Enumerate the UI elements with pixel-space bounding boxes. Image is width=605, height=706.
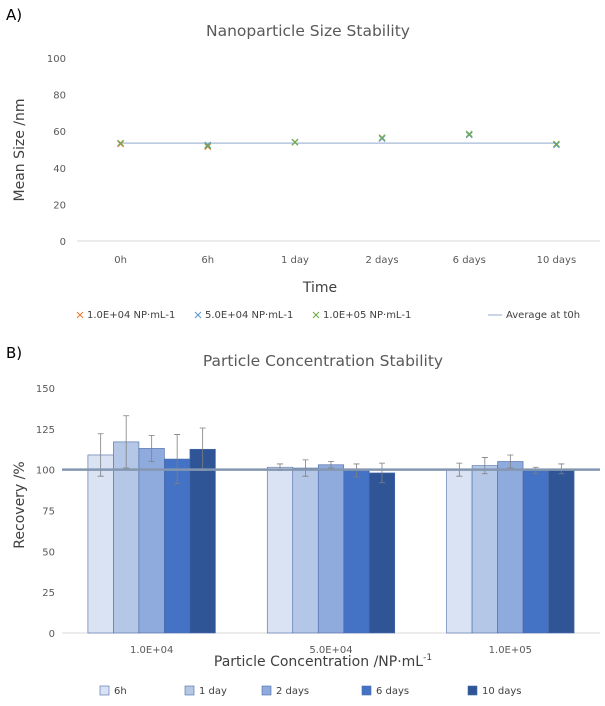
panel-a-y-tick-label: 100 xyxy=(47,54,66,65)
panel-b-plot: 0 25 50 75 100 125 150 1.0E+04 5.0E+04 1.0E+05 xyxy=(36,384,600,656)
panel-b-x-tick-label: 1.0E+04 xyxy=(130,645,173,656)
panel-b-y-tick-label: 0 xyxy=(49,629,55,640)
panel-b-error-bar xyxy=(379,462,385,484)
panel-b-legend-label: 6h xyxy=(114,686,127,697)
panel-a-y-axis-title: Mean Size /nm xyxy=(12,98,28,201)
panel-b-bar-series-3 xyxy=(317,464,345,634)
panel-b-label: B) xyxy=(6,344,22,362)
panel-b-error-bar xyxy=(481,457,488,475)
panel-a-point-series-2 xyxy=(204,141,212,149)
panel-b-legend-label: 2 days xyxy=(276,686,309,697)
panel-b-legend-label: 1 day xyxy=(199,686,227,697)
panel-b-error-bar xyxy=(174,434,181,484)
panel-b-y-tick-label: 100 xyxy=(36,466,55,477)
panel-a-legend-label: 1.0E+04 NP·mL-1 xyxy=(87,310,175,321)
panel-a-x-axis-title: Time xyxy=(302,280,337,296)
panel-b-legend: 6h 1 day 2 days 6 days 10 days xyxy=(99,685,522,697)
panel-b-bar-series-3 xyxy=(138,448,165,634)
panel-a-legend-marker xyxy=(76,311,84,319)
panel-b-y-tick-label: 50 xyxy=(42,547,55,558)
panel-b-error-bar xyxy=(123,415,130,469)
panel-b-x-axis-title: Particle Concentration /NP·mL-1 xyxy=(214,653,432,670)
panel-a-y-tick-label: 0 xyxy=(60,237,66,248)
panel-b-error-bar xyxy=(507,454,514,469)
panel-a-legend-marker xyxy=(194,311,202,319)
panel-b-bar-series-4 xyxy=(164,458,191,634)
panel-b-bar-series-4 xyxy=(522,470,549,634)
panel-b-error-bar xyxy=(148,434,155,462)
panel-b-bar-series-2 xyxy=(113,441,140,634)
panel-b-y-tick-label: 75 xyxy=(42,507,55,518)
panel-b-error-bar xyxy=(302,459,309,477)
panel-b-bar-series-4 xyxy=(343,470,370,634)
panel-b-title: Particle Concentration Stability xyxy=(203,352,443,370)
panel-b-x-tick-label: 5.0E+04 xyxy=(309,645,352,656)
panel-a-title: Nanoparticle Size Stability xyxy=(206,22,410,40)
panel-a-point-series-2 xyxy=(378,135,386,142)
panel-b-bar-series-1 xyxy=(446,469,473,634)
panel-b-legend-label: 10 days xyxy=(482,686,522,697)
panel-a-point-series-3 xyxy=(553,140,560,148)
panel-b-bar-series-1 xyxy=(266,466,294,634)
panel-b-y-axis-title: Recovery /% xyxy=(12,461,28,548)
panel-a-legend-marker xyxy=(312,311,320,319)
panel-a-x-tick-label: 2 days xyxy=(366,255,399,266)
panel-a-x-tick-label: 10 days xyxy=(537,255,577,266)
panel-a-point-series-3 xyxy=(117,139,124,147)
panel-a-y-tick-label: 20 xyxy=(53,200,66,211)
panel-a-point-series-3 xyxy=(291,138,299,146)
panel-a-point-series-2 xyxy=(553,141,560,149)
panel-a-legend: 1.0E+04 NP·mL-1 5.0E+04 NP·mL-1 1.0E+05 NP… xyxy=(76,310,580,321)
panel-a-plot: 0 20 40 60 80 100 0h 6h 1 day 2 days 6 days 10 days xyxy=(47,54,600,266)
panel-b-bar-series-5 xyxy=(548,468,575,634)
panel-b-legend-swatch xyxy=(99,685,110,696)
panel-b-legend-swatch xyxy=(184,685,195,696)
panel-b-y-tick-label: 125 xyxy=(36,425,55,436)
panel-b-legend-swatch xyxy=(467,685,478,696)
panel-b-bar-series-2 xyxy=(471,465,498,634)
panel-b-x-axis-title-text: Particle Concentration /NP·mL xyxy=(214,654,423,670)
panel-b-legend-label: 6 days xyxy=(376,686,409,697)
panel-b-bar-series-2 xyxy=(292,467,319,634)
panel-b-error-bar xyxy=(328,461,334,469)
panel-a-y-tick-label: 40 xyxy=(53,164,66,175)
panel-a-point-series-1 xyxy=(117,140,124,148)
panel-a-x-tick-label: 6 days xyxy=(453,255,486,266)
panel-a-legend-label: Average at t0h xyxy=(506,310,580,321)
panel-b-bar-series-5 xyxy=(368,472,396,634)
panel-a-point-series-2 xyxy=(465,131,473,139)
panel-b-y-tick-label: 25 xyxy=(42,588,55,599)
panel-b-bar-series-3 xyxy=(497,461,524,634)
panel-a-y-tick-label: 60 xyxy=(53,127,66,138)
panel-a-point-series-3 xyxy=(204,142,212,150)
panel-a-x-tick-label: 6h xyxy=(201,255,214,266)
panel-a-legend-label: 1.0E+05 NP·mL-1 xyxy=(323,310,411,321)
panel-b-x-tick-label: 1.0E+05 xyxy=(489,645,532,656)
panel-b-legend-swatch xyxy=(361,685,372,696)
panel-a-point-series-3 xyxy=(465,130,473,138)
panel-b-y-tick-label: 150 xyxy=(36,384,55,395)
panel-a-point-series-1 xyxy=(204,143,212,151)
panel-a-x-tick-label: 1 day xyxy=(281,255,309,266)
panel-b-x-axis-title-superscript: -1 xyxy=(423,653,432,663)
panel-a-label: A) xyxy=(6,6,22,24)
panel-b-legend-swatch xyxy=(261,685,272,696)
panel-a-y-tick-label: 80 xyxy=(53,91,66,102)
panel-a-legend-label: 5.0E+04 NP·mL-1 xyxy=(205,310,293,321)
panel-a-point-series-3 xyxy=(378,134,386,141)
panel-b-bar-series-5 xyxy=(189,448,216,634)
panel-a-x-tick-label: 0h xyxy=(114,255,127,266)
panel-b-bar-series-1 xyxy=(87,454,114,634)
